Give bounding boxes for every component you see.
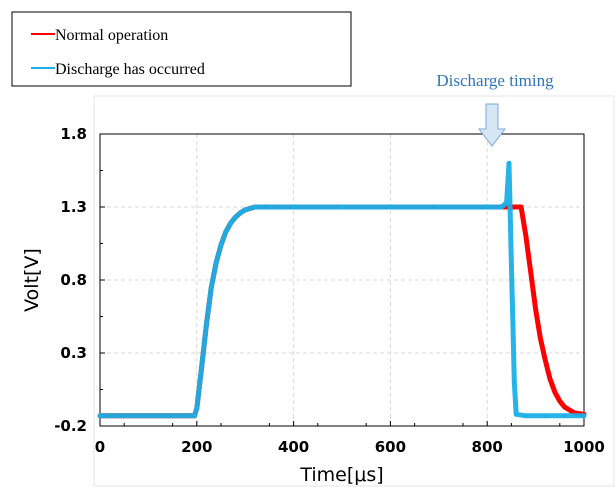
series-point-discharge-has-occurred <box>500 205 504 209</box>
series-point-discharge-has-occurred <box>192 414 196 418</box>
series-point-normal-operation <box>543 358 547 362</box>
series-point-discharge-has-occurred <box>238 211 242 215</box>
series-point-discharge-has-occurred <box>253 205 257 209</box>
series-point-discharge-has-occurred <box>485 205 489 209</box>
series-point-discharge-has-occurred <box>214 260 218 265</box>
series-point-normal-operation <box>514 205 518 209</box>
series-point-discharge-has-occurred <box>229 221 233 225</box>
discharge-timing-label: Discharge timing <box>436 71 554 90</box>
series-point-discharge-has-occurred <box>563 414 567 418</box>
discharge-timing-arrow <box>477 103 507 147</box>
series-point-discharge-has-occurred <box>224 230 228 234</box>
series-point-discharge-has-occurred <box>209 285 213 289</box>
series-point-discharge-has-occurred <box>233 215 238 219</box>
series-point-discharge-has-occurred <box>524 414 528 418</box>
series-point-discharge-has-occurred <box>512 380 516 384</box>
legend-box <box>11 11 352 87</box>
series-point-discharge-has-occurred <box>98 414 102 418</box>
series-point-normal-operation <box>519 205 523 209</box>
series-point-discharge-has-occurred <box>292 205 296 209</box>
series-point-discharge-has-occurred <box>509 263 513 267</box>
x-tick-label: 400 <box>278 438 309 456</box>
series-point-discharge-has-occurred <box>543 414 547 418</box>
series-point-discharge-has-occurred <box>195 406 199 411</box>
series-point-normal-operation <box>538 336 543 340</box>
y-tick-label: -0.2 <box>54 417 87 435</box>
x-tick-label: 600 <box>375 438 406 456</box>
y-tick-label: 1.8 <box>60 125 87 143</box>
series-point-normal-operation <box>548 377 552 381</box>
series-point-discharge-has-occurred <box>507 161 511 165</box>
axis-ticks: 0 200 400 600 800 1000 -0.2 0.3 0.8 1.3 1.8 <box>54 125 605 456</box>
chart-area-frame <box>93 95 615 487</box>
series-point-discharge-has-occurred <box>511 322 515 326</box>
legend-label-discharge-has-occurred: Discharge has occurred <box>55 61 205 78</box>
y-tick-label: 1.3 <box>60 198 87 216</box>
series-point-discharge-has-occurred <box>514 412 518 416</box>
x-tick-label: 1000 <box>563 438 605 456</box>
series-point-discharge-has-occurred <box>219 243 223 247</box>
series-point-normal-operation <box>553 390 557 394</box>
y-axis-title: Volt[V] <box>21 248 43 312</box>
series-point-normal-operation <box>529 271 533 275</box>
series-point-discharge-has-occurred <box>437 205 441 209</box>
series-point-normal-operation <box>534 307 538 311</box>
series-point-discharge-has-occurred <box>505 201 509 205</box>
series-point-discharge-has-occurred <box>267 205 271 209</box>
series-point-discharge-has-occurred <box>204 322 209 326</box>
series-point-discharge-has-occurred <box>508 220 512 224</box>
series-point-discharge-has-occurred <box>200 366 204 370</box>
x-axis-title: Time[μs] <box>299 464 383 486</box>
series-point-discharge-has-occurred <box>582 414 586 418</box>
series-point-normal-operation <box>524 234 528 238</box>
series-point-normal-operation <box>563 405 567 409</box>
legend-label-normal-operation: Normal operation <box>55 27 168 44</box>
series-layer <box>97 160 587 419</box>
series-point-discharge-has-occurred <box>243 208 247 212</box>
x-tick-label: 0 <box>95 438 105 456</box>
x-tick-label: 200 <box>181 438 212 456</box>
y-tick-label: 0.3 <box>60 344 87 362</box>
y-tick-label: 0.8 <box>60 271 87 289</box>
series-line-discharge-has-occurred <box>97 160 587 419</box>
series-point-discharge-has-occurred <box>388 205 392 209</box>
series-point-normal-operation <box>558 399 562 403</box>
series-point-discharge-has-occurred <box>340 205 344 209</box>
x-tick-label: 800 <box>472 438 503 456</box>
